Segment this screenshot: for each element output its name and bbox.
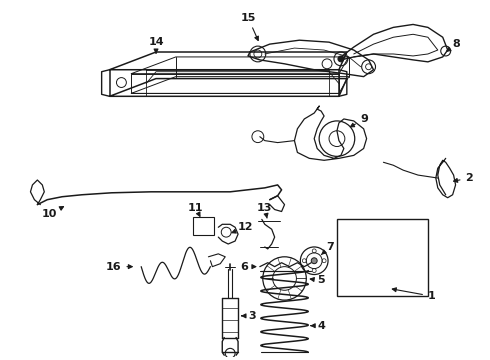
Text: 12: 12	[232, 222, 254, 233]
Text: 10: 10	[42, 207, 64, 220]
Text: 16: 16	[106, 262, 132, 272]
Text: 4: 4	[311, 321, 325, 331]
Text: 2: 2	[454, 173, 473, 183]
Circle shape	[347, 229, 351, 233]
Text: 15: 15	[240, 13, 258, 40]
Bar	[193, 217, 214, 235]
Text: 3: 3	[242, 311, 256, 321]
Circle shape	[378, 254, 389, 264]
Text: 1: 1	[392, 288, 436, 301]
Text: 5: 5	[310, 275, 325, 285]
Bar	[337, 219, 428, 296]
Circle shape	[200, 223, 206, 229]
Text: 6: 6	[240, 262, 256, 272]
Text: 14: 14	[148, 37, 164, 53]
Circle shape	[197, 220, 209, 232]
Text: 8: 8	[447, 39, 461, 51]
Text: 7: 7	[321, 242, 334, 255]
Text: 11: 11	[188, 203, 203, 216]
Text: 9: 9	[350, 114, 368, 127]
Text: 13: 13	[257, 203, 272, 218]
Circle shape	[311, 258, 317, 264]
Circle shape	[338, 56, 344, 62]
